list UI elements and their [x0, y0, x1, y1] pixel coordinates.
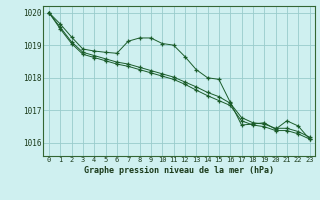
X-axis label: Graphe pression niveau de la mer (hPa): Graphe pression niveau de la mer (hPa) [84, 166, 274, 175]
